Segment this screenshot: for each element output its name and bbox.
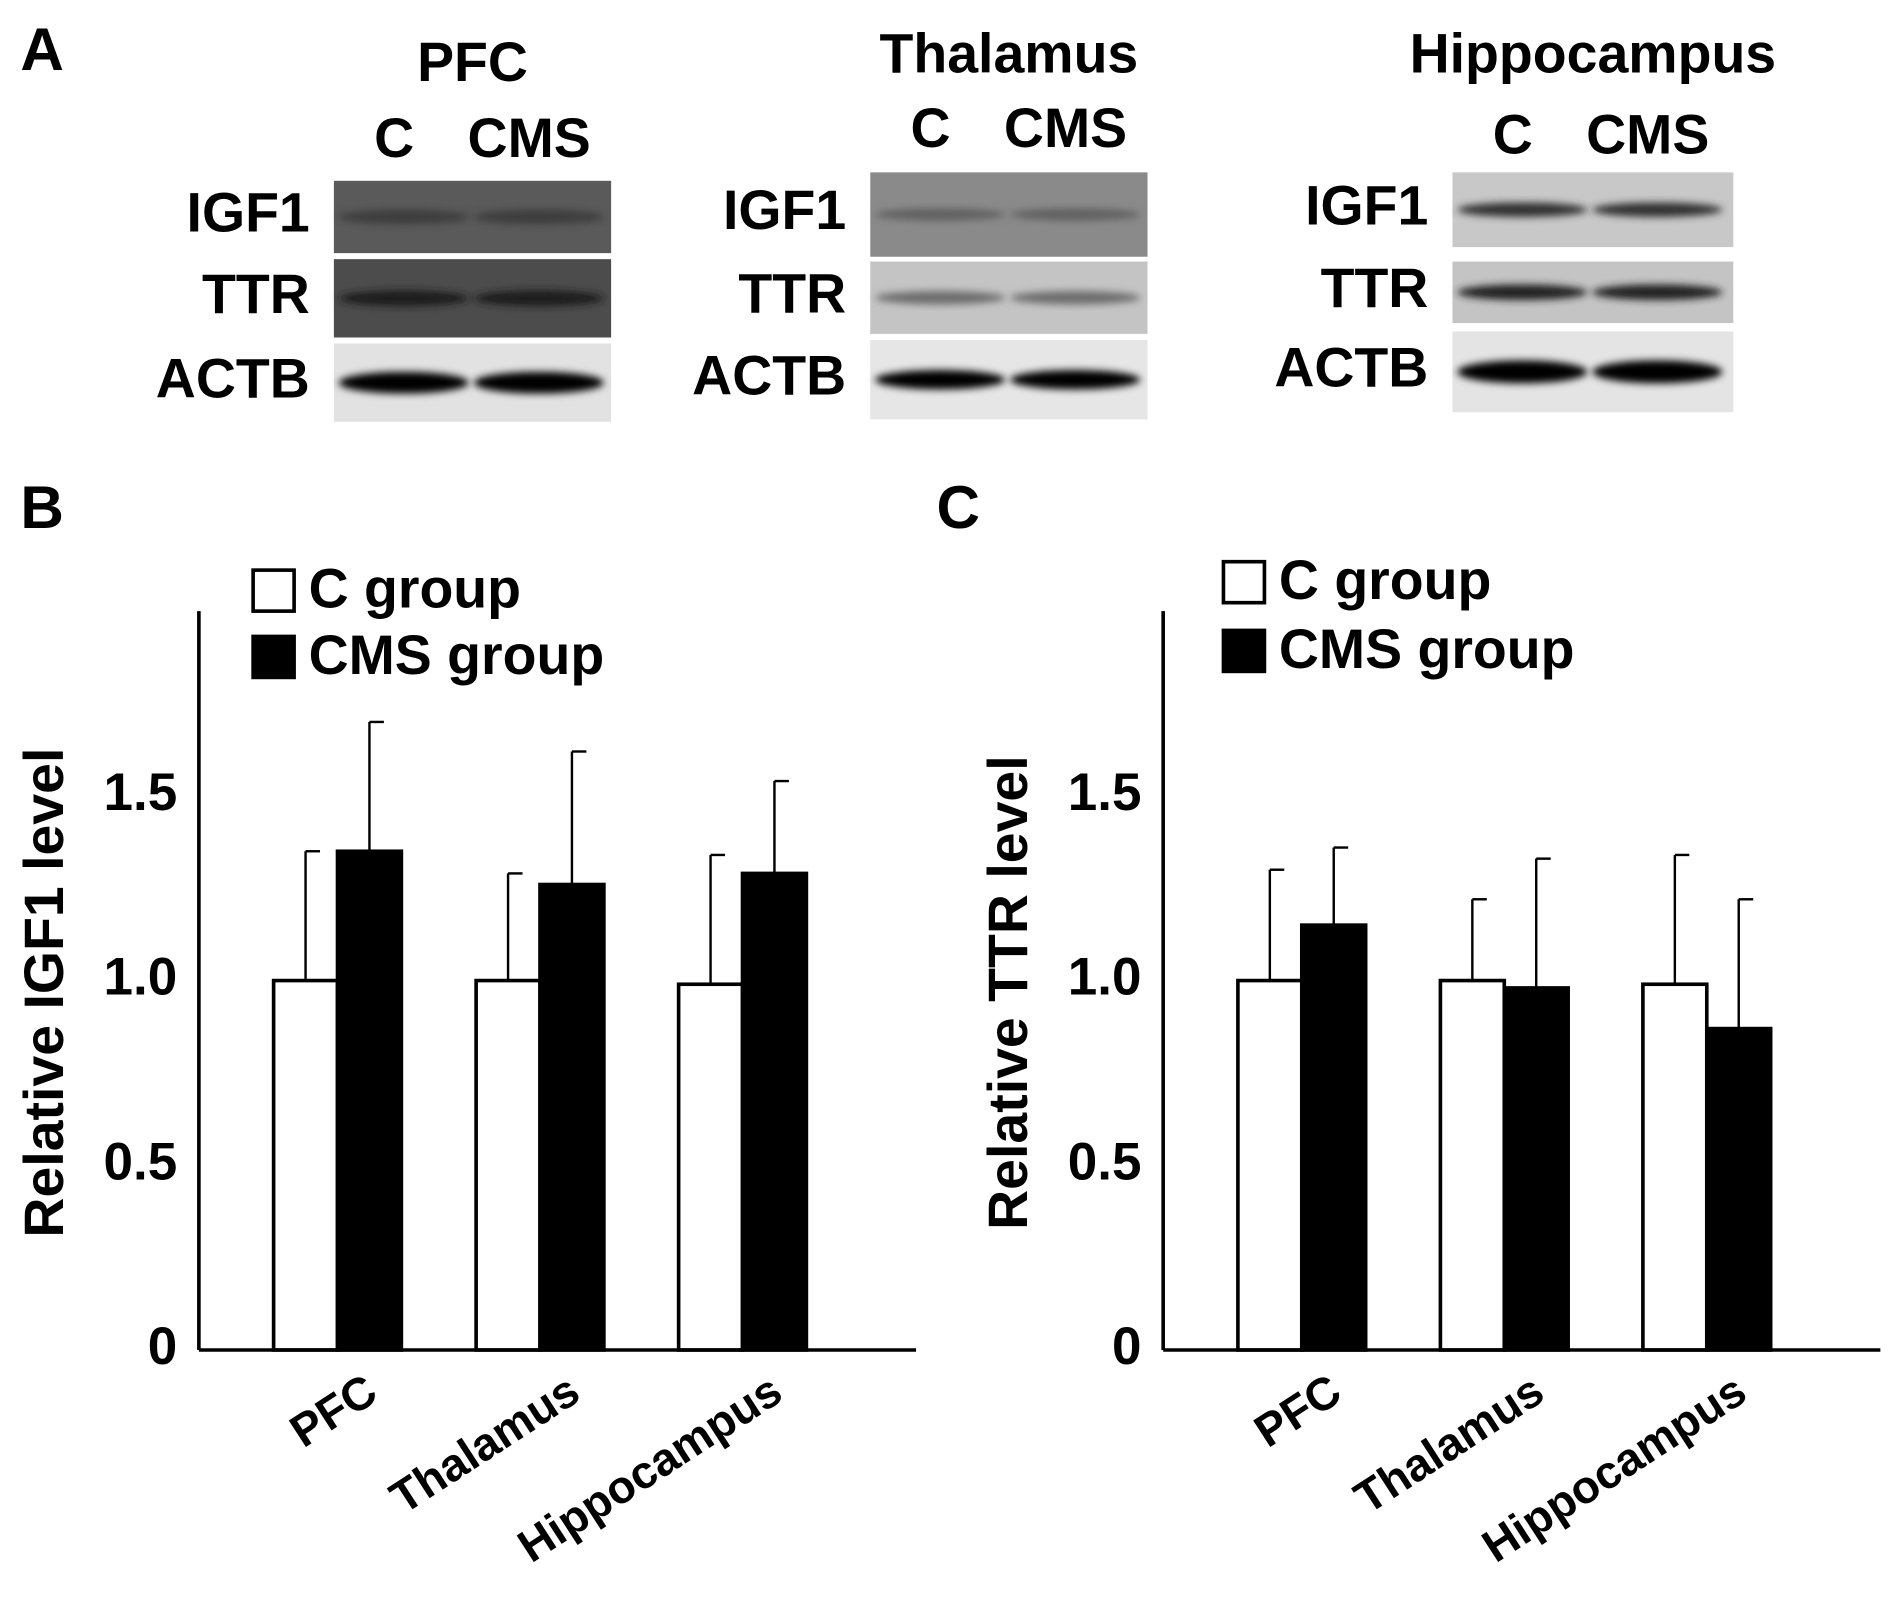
y-tick-label: 1.0 [103, 948, 177, 1007]
blot-title: PFC [417, 31, 528, 93]
blot-band [1010, 291, 1141, 305]
bar [1438, 978, 1507, 1352]
blot-row-label: ACTB [156, 347, 310, 409]
x-tick-label: PFC [1245, 1364, 1350, 1457]
y-axis-title: Relative IGF1 level [13, 748, 75, 1238]
legend-label: CMS group [309, 624, 605, 686]
lane-label: CMS [1004, 97, 1127, 159]
panel-label: B [20, 473, 64, 541]
blot-band [1592, 284, 1723, 301]
x-tick-label: PFC [281, 1364, 386, 1457]
blot-row-label: IGF1 [187, 182, 310, 244]
legend-swatch [1221, 628, 1267, 674]
blot-row-label: TTR [1321, 257, 1429, 319]
y-tick-label: 0 [1112, 1317, 1142, 1376]
blot-row-label: TTR [202, 263, 310, 325]
legend-swatch [251, 634, 296, 680]
y-tick-label: 1.5 [103, 763, 177, 822]
y-axis-title: Relative TTR level [977, 755, 1039, 1229]
legend-label: C group [309, 558, 521, 620]
blot-band [1457, 284, 1588, 301]
y-tick-label: 1.5 [1068, 763, 1142, 822]
lane-label: CMS [1586, 103, 1709, 165]
lane-label: CMS [468, 107, 591, 169]
legend-swatch [1221, 559, 1267, 605]
blot-band [1010, 208, 1141, 221]
y-tick-label: 0.5 [1068, 1132, 1142, 1191]
panel-label: C [937, 473, 981, 541]
lane-label: C [374, 107, 414, 169]
legend-swatch [251, 568, 296, 613]
blot-band [875, 291, 1006, 305]
blot-band [1592, 360, 1723, 384]
bar [1641, 982, 1709, 1352]
blot-band [338, 290, 469, 307]
bar [538, 882, 606, 1352]
blot-band [338, 209, 469, 225]
blot-band [473, 371, 604, 394]
blot-band [875, 208, 1006, 221]
bar [1299, 923, 1368, 1352]
bar [1502, 986, 1570, 1352]
y-tick-label: 0.5 [103, 1132, 177, 1191]
blot-band [875, 370, 1006, 390]
bar [335, 849, 404, 1352]
bar [740, 871, 809, 1352]
blot-row-label: TTR [738, 262, 846, 324]
bar [271, 978, 340, 1352]
blot-band [1010, 370, 1141, 390]
bar [1236, 978, 1304, 1352]
blot-band [1457, 360, 1588, 384]
lane-label: C [1493, 103, 1533, 165]
blot-band [1457, 202, 1588, 217]
blot-band [473, 290, 604, 307]
blot-band [338, 371, 469, 394]
blot-band [1592, 202, 1723, 217]
blot-row-label: ACTB [1274, 336, 1428, 398]
blot-title: Hippocampus [1410, 22, 1777, 84]
panel-label: A [20, 15, 64, 83]
blot-row-label: IGF1 [1305, 174, 1428, 236]
blot-title: Thalamus [879, 22, 1138, 84]
lane-label: C [911, 97, 951, 159]
legend-label: CMS group [1279, 618, 1575, 680]
legend-label: C group [1279, 549, 1491, 611]
blot-row-label: IGF1 [723, 179, 846, 241]
y-tick-label: 1.0 [1068, 948, 1142, 1007]
bar [1704, 1026, 1773, 1352]
y-tick-label: 0 [148, 1317, 178, 1376]
blot-band [473, 209, 604, 225]
blot-row-label: ACTB [692, 344, 846, 406]
bar [676, 982, 745, 1352]
bar [474, 978, 542, 1352]
